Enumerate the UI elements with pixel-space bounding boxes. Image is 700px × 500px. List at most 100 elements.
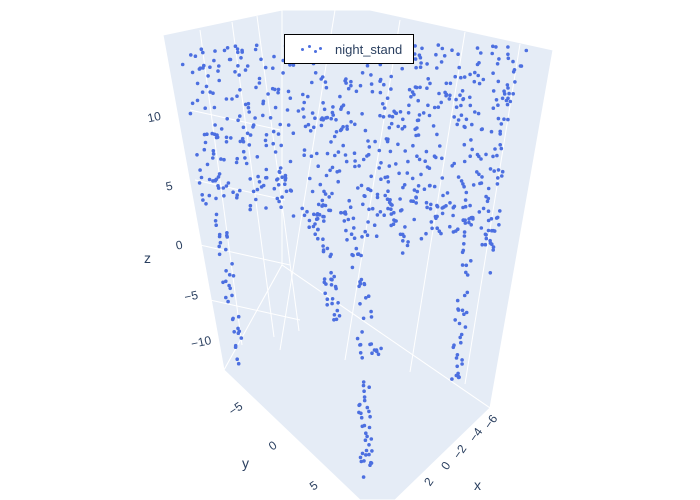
data-point — [452, 161, 457, 166]
data-point — [316, 164, 321, 168]
data-point — [307, 225, 312, 229]
data-point — [253, 116, 257, 120]
data-point — [386, 206, 390, 211]
data-point — [367, 409, 371, 414]
data-point — [448, 93, 452, 98]
data-point — [234, 160, 239, 165]
data-point — [425, 86, 429, 90]
data-point — [283, 173, 288, 178]
data-point — [211, 149, 216, 153]
data-point — [411, 143, 415, 148]
data-point — [488, 271, 493, 275]
data-point — [429, 220, 434, 224]
data-point — [211, 91, 215, 95]
data-point — [229, 136, 233, 140]
data-point — [363, 194, 367, 198]
data-point — [432, 184, 437, 189]
data-point — [365, 434, 369, 439]
data-point — [222, 48, 227, 53]
data-point — [456, 307, 460, 311]
data-point — [224, 135, 229, 140]
data-point — [217, 78, 221, 83]
data-point — [382, 213, 387, 217]
data-point — [271, 141, 276, 146]
z-tick-label: 10 — [146, 109, 162, 126]
data-point — [236, 118, 240, 123]
data-point — [212, 105, 217, 110]
data-point — [235, 156, 239, 161]
data-point — [460, 362, 464, 366]
data-point — [392, 210, 396, 215]
data-point — [273, 105, 278, 110]
data-point — [214, 177, 219, 182]
x-tick-label: 2 — [421, 475, 436, 489]
data-point — [347, 198, 352, 203]
data-point — [445, 191, 450, 195]
data-point — [436, 105, 441, 109]
data-point — [436, 43, 441, 47]
data-point — [470, 122, 474, 127]
data-point — [473, 110, 477, 114]
data-point — [461, 97, 466, 101]
data-point — [382, 106, 387, 110]
data-point — [496, 103, 500, 107]
data-point — [270, 86, 275, 91]
data-point — [362, 398, 367, 403]
data-point — [334, 286, 338, 291]
data-point — [180, 62, 185, 67]
data-point — [247, 110, 251, 114]
data-point — [382, 82, 386, 87]
data-point — [464, 270, 468, 275]
data-point — [200, 90, 205, 94]
data-point — [489, 129, 494, 134]
data-point — [373, 139, 377, 144]
data-point — [491, 44, 495, 49]
data-point — [463, 204, 468, 209]
data-point — [329, 270, 333, 275]
data-point — [496, 116, 501, 121]
data-point — [472, 79, 477, 84]
data-point — [344, 228, 348, 233]
data-point — [245, 64, 250, 68]
data-point — [506, 56, 511, 61]
legend[interactable]: night_stand — [284, 34, 414, 64]
data-point — [490, 51, 495, 56]
data-point — [452, 204, 457, 209]
data-point — [367, 385, 372, 390]
data-point — [367, 452, 371, 457]
data-point — [224, 279, 228, 284]
data-point — [333, 153, 337, 158]
data-point — [419, 61, 423, 65]
data-point — [427, 166, 432, 170]
data-point — [236, 314, 241, 319]
data-point — [330, 297, 335, 301]
data-point — [511, 59, 515, 64]
data-point — [302, 153, 307, 157]
data-point — [322, 219, 326, 223]
data-point — [315, 151, 319, 156]
data-point — [440, 46, 445, 51]
data-point — [356, 252, 361, 256]
data-point — [452, 343, 456, 348]
data-point — [499, 146, 504, 151]
data-point — [387, 125, 392, 130]
legend-item-night-stand[interactable]: night_stand — [335, 42, 403, 57]
data-point — [315, 213, 319, 217]
data-point — [188, 111, 193, 116]
data-point — [248, 207, 252, 212]
data-point — [426, 103, 430, 108]
data-point — [462, 230, 467, 234]
data-point — [305, 209, 309, 214]
data-point — [468, 95, 472, 100]
data-point — [302, 213, 307, 218]
data-point — [458, 335, 463, 340]
data-point — [396, 124, 401, 129]
data-point — [463, 125, 467, 130]
data-point — [369, 342, 374, 346]
data-point — [377, 166, 382, 170]
data-point — [435, 132, 439, 137]
data-point — [418, 55, 423, 60]
data-point — [286, 123, 291, 127]
data-point — [193, 54, 198, 58]
